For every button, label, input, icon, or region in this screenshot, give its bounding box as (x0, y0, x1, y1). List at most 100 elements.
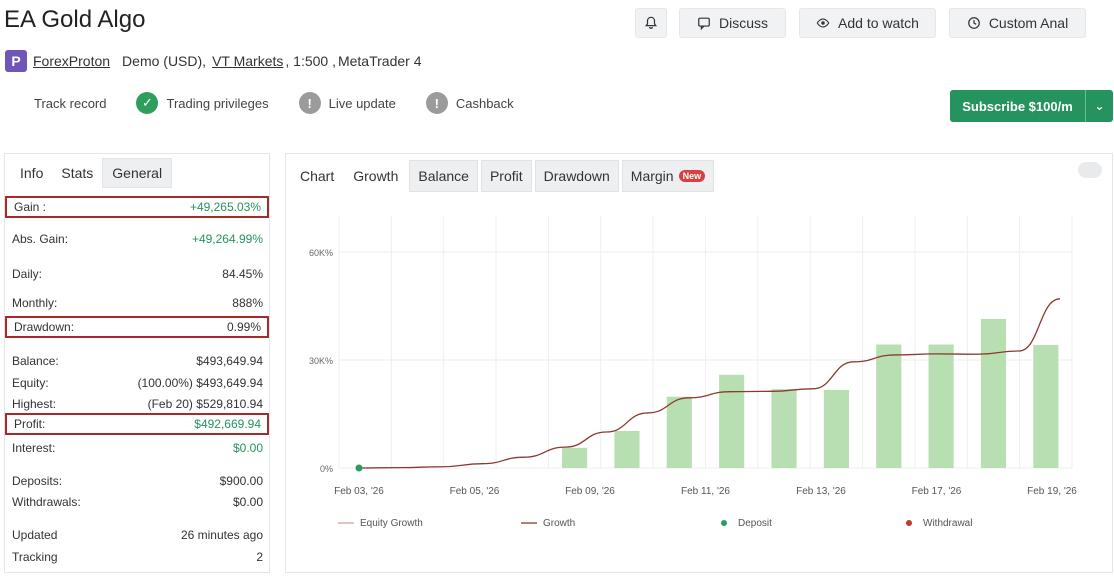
bar (876, 344, 902, 468)
stat-row: Profit: $492,669.94 (5, 413, 269, 435)
stat-value: $493,649.94 (196, 354, 263, 368)
stat-label: Withdrawals: (12, 495, 81, 509)
growth-chart: 0% 30K% 60K% Feb 03, '26 Feb 05, '26 Feb 09, … (309, 216, 1077, 529)
stat-row: Monthly: 888% (5, 292, 269, 314)
page-title: EA Gold Algo (4, 6, 146, 33)
deposit-marker (355, 464, 363, 472)
stat-value: (100.00%) $493,649.94 (137, 376, 263, 390)
tab-info[interactable]: Info (20, 165, 44, 181)
legend-swatch (721, 520, 727, 526)
stat-row: Daily: 84.45% (5, 263, 269, 285)
tab-growth[interactable]: Growth (345, 160, 406, 192)
bell-icon (644, 16, 658, 29)
stat-value: 0.99% (226, 320, 261, 334)
badge-label: Cashback (455, 95, 514, 111)
provider-link[interactable]: ForexProton (33, 53, 111, 69)
stat-row: Abs. Gain: +49,264.99% (5, 228, 269, 250)
stat-row: Gain : +49,265.03% (5, 196, 269, 218)
bar (823, 389, 849, 468)
check-icon: ✓ (136, 92, 159, 114)
broker-link[interactable]: VT Markets (212, 53, 284, 69)
clock-icon (967, 17, 980, 29)
tab-label: Balance (418, 168, 469, 184)
subscribe-button[interactable]: Subscribe $100/m ⌄ (950, 90, 1113, 122)
stat-row: Highest: (Feb 20) $529,810.94 (5, 393, 269, 415)
tab-label: Growth (353, 168, 399, 184)
discuss-label: Discuss (718, 15, 768, 31)
stat-value: 84.45% (222, 267, 263, 281)
stat-value: 2 (256, 550, 263, 564)
x-tick-label: Feb 19, '26 (1027, 486, 1077, 497)
badge-trading-privileges[interactable]: ✓ Trading privileges (136, 92, 269, 114)
badge-label: Trading privileges (166, 95, 269, 111)
legend-label: Growth (543, 518, 575, 529)
subscribe-label: Subscribe $100/m (962, 98, 1073, 114)
bar (614, 430, 640, 468)
stat-row: Tracking 2 (5, 546, 269, 568)
legend-label: Deposit (738, 518, 772, 529)
tab-chart[interactable]: Chart (292, 160, 342, 192)
add-to-watch-button[interactable]: Add to watch (799, 8, 936, 38)
bar (666, 396, 692, 468)
chart-panel: Chart Growth Balance Profit Drawdown Margin Ne… (285, 153, 1113, 573)
stat-value: $492,669.94 (194, 417, 261, 431)
stat-value: +49,264.99% (191, 232, 263, 246)
tab-general[interactable]: General (102, 158, 173, 188)
stat-value: +49,265.03% (189, 200, 261, 214)
badge-label: Track record (34, 95, 107, 111)
alert-icon: ! (425, 92, 448, 114)
y-tick-label: 60K% (309, 248, 333, 258)
stat-label: Equity: (12, 376, 49, 390)
x-tick-label: Feb 17, '26 (912, 486, 962, 497)
custom-analysis-label: Custom Anal (988, 15, 1069, 31)
stat-row: Drawdown: 0.99% (5, 316, 269, 338)
x-tick-label: Feb 03, '26 (334, 486, 384, 497)
stat-value: $900.00 (219, 474, 263, 488)
tab-balance[interactable]: Balance (409, 160, 478, 192)
tab-margin[interactable]: Margin New (621, 160, 715, 192)
growth-line (358, 298, 1061, 469)
settings-icon[interactable] (1078, 162, 1102, 178)
stat-label: Interest: (12, 441, 56, 455)
stat-label: Abs. Gain: (12, 232, 69, 246)
stat-value: $0.00 (232, 441, 263, 455)
stat-label: Updated (12, 528, 58, 542)
provider-row: P ForexProton Demo (USD), VT Markets , 1… (5, 50, 421, 72)
tab-label: Profit (489, 168, 523, 184)
tab-label: Margin (630, 168, 674, 184)
stat-value: 888% (232, 296, 263, 310)
badge-cashback[interactable]: ! Cashback (425, 92, 514, 114)
chevron-down-icon[interactable]: ⌄ (1085, 90, 1113, 122)
stat-row: Balance: $493,649.94 (5, 350, 269, 372)
x-tick-label: Feb 11, '26 (681, 486, 730, 497)
bar (719, 374, 745, 468)
stat-label: Tracking (12, 550, 58, 564)
stat-row: Updated 26 minutes ago (5, 524, 269, 546)
bar (1033, 344, 1059, 468)
tab-drawdown[interactable]: Drawdown (534, 160, 619, 192)
badge-label: Live update (328, 95, 396, 111)
y-tick-label: 0% (320, 464, 333, 474)
discuss-button[interactable]: Discuss (679, 8, 786, 38)
stat-label: Daily: (12, 267, 43, 281)
custom-analysis-button[interactable]: Custom Anal (949, 8, 1086, 38)
notifications-button[interactable] (635, 8, 667, 38)
stats-panel: Info Stats General Gain : +49,265.03% Abs.… (4, 153, 270, 573)
badge-live-update[interactable]: ! Live update (298, 92, 396, 114)
legend-swatch (906, 520, 912, 526)
badge-track-record[interactable]: Track record (34, 96, 106, 111)
y-tick-label: 30K% (309, 356, 333, 366)
tab-profit[interactable]: Profit (480, 160, 532, 192)
provider-logo: P (5, 50, 27, 72)
x-tick-label: Feb 09, '26 (565, 486, 615, 497)
tab-stats[interactable]: Stats (61, 165, 94, 181)
legend-label: Equity Growth (360, 518, 423, 529)
stat-label: Drawdown: (14, 320, 75, 334)
stat-row: Interest: $0.00 (5, 437, 269, 459)
stat-row: Withdrawals: $0.00 (5, 491, 269, 513)
stat-label: Monthly: (12, 296, 58, 310)
stat-value: 26 minutes ago (180, 528, 263, 542)
stat-row: Equity: (100.00%) $493,649.94 (5, 372, 269, 394)
bar (771, 389, 797, 468)
legend-label: Withdrawal (923, 518, 972, 529)
